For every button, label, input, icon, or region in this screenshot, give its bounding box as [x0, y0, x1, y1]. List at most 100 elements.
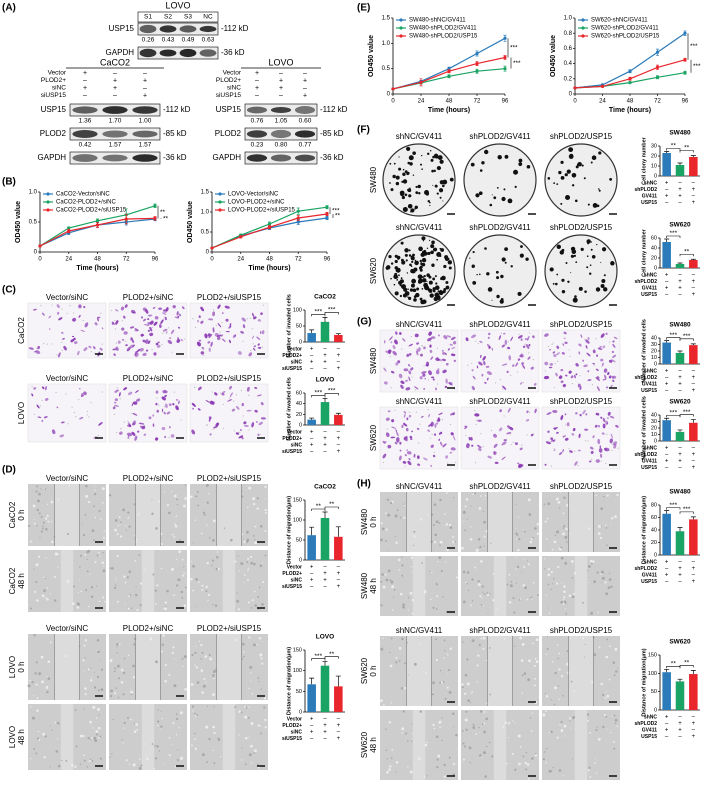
- band-size: -36 kD: [221, 48, 245, 57]
- wound-gap: [55, 634, 80, 700]
- y-tick-label: 150: [293, 497, 302, 503]
- row-label: 48 h: [17, 573, 26, 589]
- pore: [263, 305, 264, 306]
- texture: [395, 542, 397, 544]
- band-quant: 0.42: [79, 142, 92, 149]
- texture: [102, 552, 103, 553]
- texture: [250, 562, 253, 565]
- texture: [491, 755, 493, 757]
- texture: [206, 485, 208, 487]
- y-tick-label: 100: [293, 307, 302, 313]
- texture: [243, 540, 244, 541]
- colony: [565, 173, 568, 176]
- condition-mark: +: [303, 92, 307, 99]
- texture: [191, 683, 194, 686]
- texture: [118, 677, 120, 679]
- texture: [543, 758, 545, 760]
- pore: [74, 412, 75, 413]
- texture: [482, 592, 483, 593]
- condition-name: siNC: [227, 85, 241, 92]
- texture: [441, 740, 442, 741]
- point: [325, 216, 328, 219]
- texture: [432, 607, 434, 609]
- texture: [447, 673, 448, 674]
- texture: [247, 507, 249, 509]
- blot-title: LOVO: [268, 57, 293, 67]
- colony: [581, 248, 584, 251]
- pore: [127, 437, 128, 438]
- texture: [57, 499, 59, 501]
- colony: [420, 260, 422, 262]
- texture: [171, 491, 172, 492]
- pore: [162, 333, 163, 334]
- texture: [51, 729, 52, 730]
- y-tick-label: 1.0: [382, 41, 391, 47]
- condition-mark: +: [113, 85, 117, 92]
- texture: [102, 487, 105, 490]
- condition-mark: –: [692, 560, 696, 566]
- texture: [76, 745, 78, 747]
- condition-mark: +: [692, 465, 696, 471]
- colony: [396, 279, 398, 281]
- texture: [261, 688, 262, 689]
- texture: [487, 592, 489, 594]
- texture: [79, 580, 80, 581]
- texture: [117, 555, 119, 557]
- colony: [414, 261, 419, 266]
- texture: [545, 693, 546, 694]
- condition-mark: –: [665, 200, 669, 206]
- y-tick-label: 20: [651, 540, 657, 546]
- pore: [437, 383, 438, 384]
- row-label: CaCO2: [17, 317, 26, 344]
- y-tick-label: 0.2: [564, 76, 573, 82]
- texture: [449, 524, 451, 526]
- colony: [601, 279, 605, 283]
- pore: [213, 309, 214, 310]
- condition-mark: +: [310, 717, 314, 723]
- texture: [208, 738, 210, 740]
- pore: [212, 391, 213, 392]
- texture: [116, 646, 117, 647]
- pore: [601, 461, 602, 462]
- texture: [73, 585, 75, 587]
- texture: [89, 760, 91, 762]
- texture: [436, 758, 438, 760]
- colony: [473, 251, 475, 253]
- point: [297, 210, 300, 213]
- pore: [102, 391, 103, 392]
- texture: [166, 590, 169, 593]
- texture: [169, 737, 171, 739]
- texture: [234, 706, 236, 708]
- x-tick-label: 72: [654, 99, 661, 105]
- error-bar: [691, 259, 696, 260]
- texture: [133, 763, 136, 766]
- texture: [155, 589, 157, 591]
- texture: [35, 672, 37, 674]
- texture: [483, 605, 484, 606]
- well: [464, 144, 536, 216]
- texture: [509, 601, 512, 604]
- colony: [560, 250, 564, 254]
- texture: [606, 656, 609, 659]
- pore: [161, 344, 162, 345]
- pore: [184, 338, 185, 339]
- point: [628, 77, 631, 80]
- texture: [80, 764, 81, 765]
- texture: [598, 532, 601, 535]
- texture: [609, 645, 611, 647]
- texture: [518, 517, 519, 518]
- texture: [555, 535, 556, 536]
- texture: [594, 762, 596, 764]
- y-tick-label: 0: [299, 339, 302, 345]
- texture: [588, 769, 590, 771]
- micrograph: [461, 407, 539, 469]
- colony: [591, 162, 593, 164]
- texture: [139, 512, 140, 513]
- texture: [123, 742, 124, 743]
- wound-gap: [494, 710, 506, 780]
- texture: [57, 567, 58, 568]
- texture: [241, 747, 242, 748]
- texture: [78, 592, 79, 593]
- colony: [429, 205, 430, 206]
- texture: [177, 579, 178, 580]
